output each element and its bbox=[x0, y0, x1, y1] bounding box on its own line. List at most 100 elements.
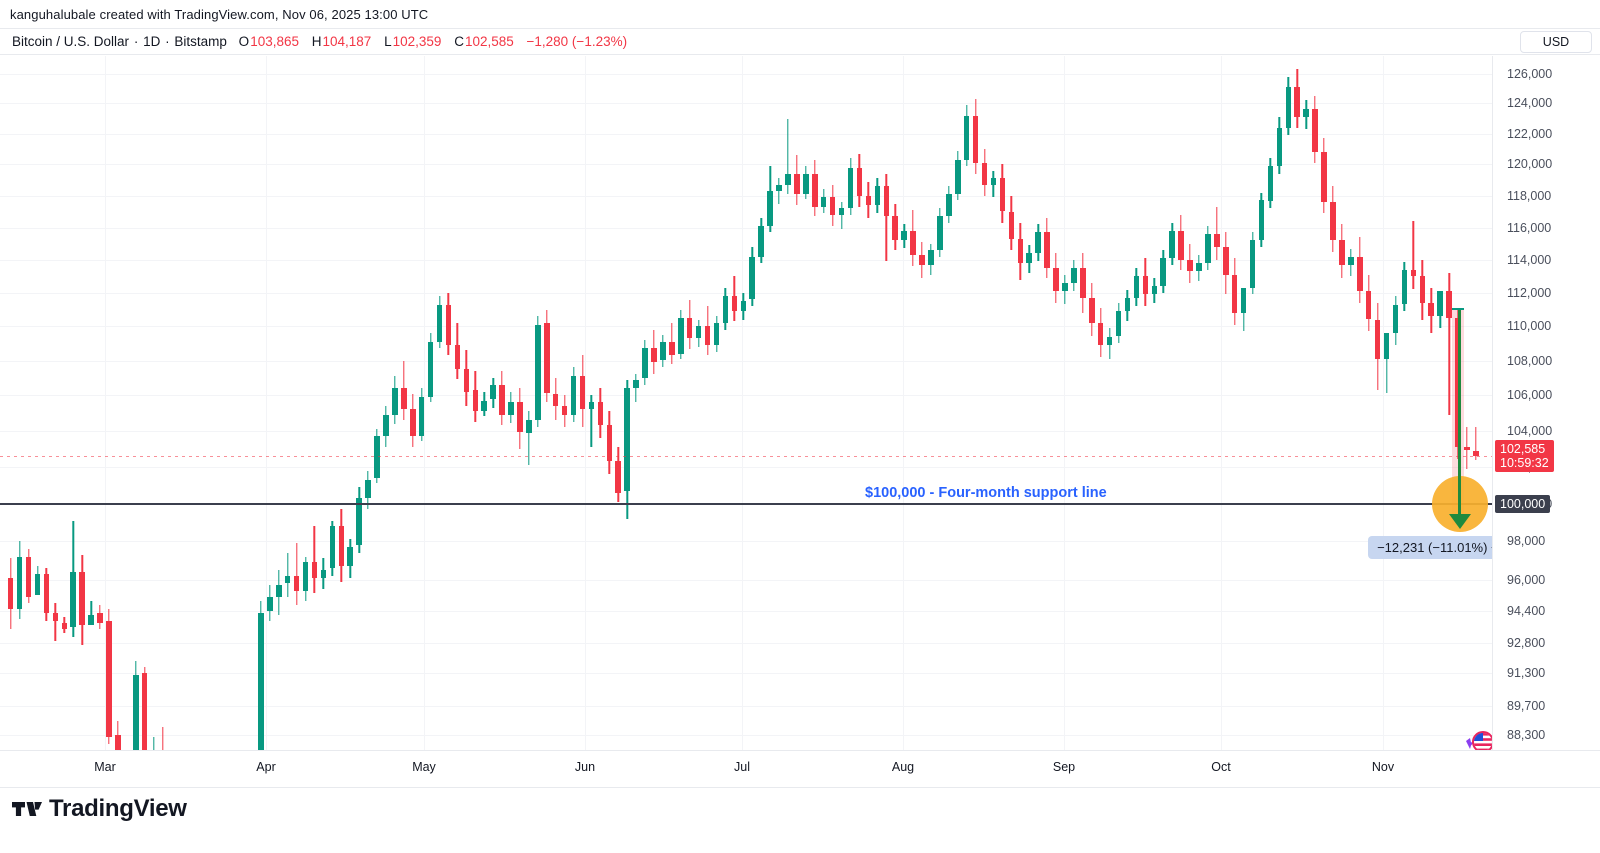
current-price-tag[interactable]: 102,585 10:59:32 bbox=[1495, 440, 1554, 473]
candle-body bbox=[767, 191, 773, 226]
candle-body bbox=[302, 562, 309, 592]
candlestick bbox=[1142, 56, 1149, 750]
candle-body bbox=[1169, 230, 1175, 259]
legend-interval: 1D bbox=[143, 34, 161, 49]
legend-high-value: 104,187 bbox=[322, 34, 372, 49]
price-axis-tick: 92,800 bbox=[1507, 635, 1546, 650]
candle-body bbox=[820, 197, 827, 207]
candle-body bbox=[115, 735, 121, 750]
candle-wick bbox=[1216, 206, 1218, 260]
candle-body bbox=[526, 420, 532, 433]
candlestick bbox=[749, 56, 755, 750]
price-axis-tick: 108,000 bbox=[1507, 353, 1553, 368]
candlestick bbox=[284, 56, 291, 750]
candlestick bbox=[1267, 56, 1274, 750]
candlestick bbox=[615, 56, 621, 750]
candle-wick bbox=[590, 395, 593, 447]
candlestick bbox=[606, 56, 613, 750]
candlestick bbox=[981, 56, 988, 750]
candlestick bbox=[133, 56, 139, 750]
candlestick bbox=[1178, 56, 1184, 750]
candlestick bbox=[731, 56, 738, 750]
candle-body bbox=[1365, 291, 1372, 320]
candle-body bbox=[624, 388, 630, 491]
legend-close-value: 102,585 bbox=[464, 34, 514, 49]
candlestick bbox=[7, 56, 14, 750]
candlestick bbox=[990, 56, 997, 750]
candlestick bbox=[1124, 56, 1131, 750]
candlestick bbox=[1428, 56, 1434, 750]
candle-body bbox=[1473, 450, 1479, 457]
grid-line-horizontal bbox=[0, 133, 1492, 135]
candle-body bbox=[365, 479, 371, 499]
candlestick bbox=[963, 56, 970, 750]
grid-line-horizontal bbox=[0, 227, 1492, 229]
candlestick bbox=[1464, 56, 1470, 750]
us-flag-event-icon[interactable] bbox=[1464, 727, 1492, 750]
measurement-tooltip[interactable]: −12,231 (−11.01%) −12,231 bbox=[1368, 535, 1492, 559]
candle-body bbox=[7, 577, 14, 609]
candle-body bbox=[267, 597, 273, 611]
price-axis-tick: 91,300 bbox=[1507, 666, 1546, 680]
candle-body bbox=[1285, 87, 1292, 128]
attribution-text: kanguhalubale created with TradingView.c… bbox=[10, 7, 429, 22]
candlestick bbox=[293, 56, 300, 750]
price-axis[interactable]: 126,000 124,000 122,000 120,000 118,000 116,0… bbox=[1492, 56, 1600, 750]
candle-body bbox=[34, 573, 41, 596]
support-price-tag[interactable]: 100,000 bbox=[1495, 494, 1551, 513]
candle-body bbox=[1267, 166, 1274, 201]
candlestick bbox=[1133, 56, 1140, 750]
candle-wick bbox=[1448, 273, 1450, 415]
candlestick bbox=[874, 56, 881, 750]
current-price-line bbox=[0, 456, 1492, 458]
support-line-label[interactable]: $100,000 - Four-month support line bbox=[865, 484, 1107, 501]
candlestick bbox=[1035, 56, 1041, 750]
candle-body bbox=[1303, 109, 1309, 117]
legend-open-key: O bbox=[238, 34, 250, 49]
candle-body bbox=[347, 547, 353, 567]
candle-body bbox=[910, 230, 916, 255]
candle-body bbox=[88, 614, 94, 625]
candlestick bbox=[785, 56, 791, 750]
candlestick bbox=[61, 56, 68, 750]
candlestick bbox=[1321, 56, 1327, 750]
candlestick bbox=[463, 56, 470, 750]
candle-body bbox=[284, 575, 291, 584]
symbol-legend[interactable]: Bitcoin / U.S. Dollar · 1D · Bitstamp O1… bbox=[12, 34, 628, 49]
candlestick bbox=[1151, 56, 1158, 750]
candlestick bbox=[946, 56, 952, 750]
candle-body bbox=[749, 256, 755, 300]
candlestick bbox=[1374, 56, 1381, 750]
grid-line-vertical bbox=[266, 56, 267, 750]
candle-body bbox=[981, 162, 988, 185]
candle-wick bbox=[54, 603, 57, 641]
candlestick bbox=[79, 56, 85, 750]
candlestick bbox=[1419, 56, 1426, 750]
candle-body bbox=[999, 178, 1006, 212]
candlestick bbox=[141, 56, 148, 750]
candle-body bbox=[651, 348, 657, 363]
candle-body bbox=[1428, 302, 1434, 317]
candlestick bbox=[535, 56, 541, 750]
currency-badge[interactable]: USD bbox=[1520, 31, 1592, 53]
candle-wick bbox=[1412, 221, 1415, 290]
candle-body bbox=[499, 384, 505, 415]
candlestick bbox=[552, 56, 559, 750]
candlestick bbox=[1008, 56, 1015, 750]
candle-wick bbox=[152, 737, 155, 750]
candle-body bbox=[1321, 152, 1327, 203]
candlestick bbox=[1214, 56, 1220, 750]
candle-body bbox=[311, 562, 318, 578]
candle-body bbox=[383, 414, 389, 437]
candlestick bbox=[1249, 56, 1256, 750]
grid-line-horizontal bbox=[0, 292, 1492, 294]
candle-body bbox=[990, 178, 997, 185]
price-axis-tick: 124,000 bbox=[1507, 96, 1553, 111]
time-axis[interactable]: Mar Apr May Jun Jul Aug Sep Oct Nov bbox=[0, 750, 1600, 788]
support-line[interactable] bbox=[0, 502, 1492, 506]
candlestick bbox=[320, 56, 327, 750]
candle-body bbox=[1088, 297, 1095, 323]
price-axis-tick: 104,000 bbox=[1507, 423, 1553, 438]
chart-plot-area[interactable]: $100,000 - Four-month support line −12,23… bbox=[0, 56, 1492, 750]
candle-body bbox=[1339, 240, 1345, 265]
